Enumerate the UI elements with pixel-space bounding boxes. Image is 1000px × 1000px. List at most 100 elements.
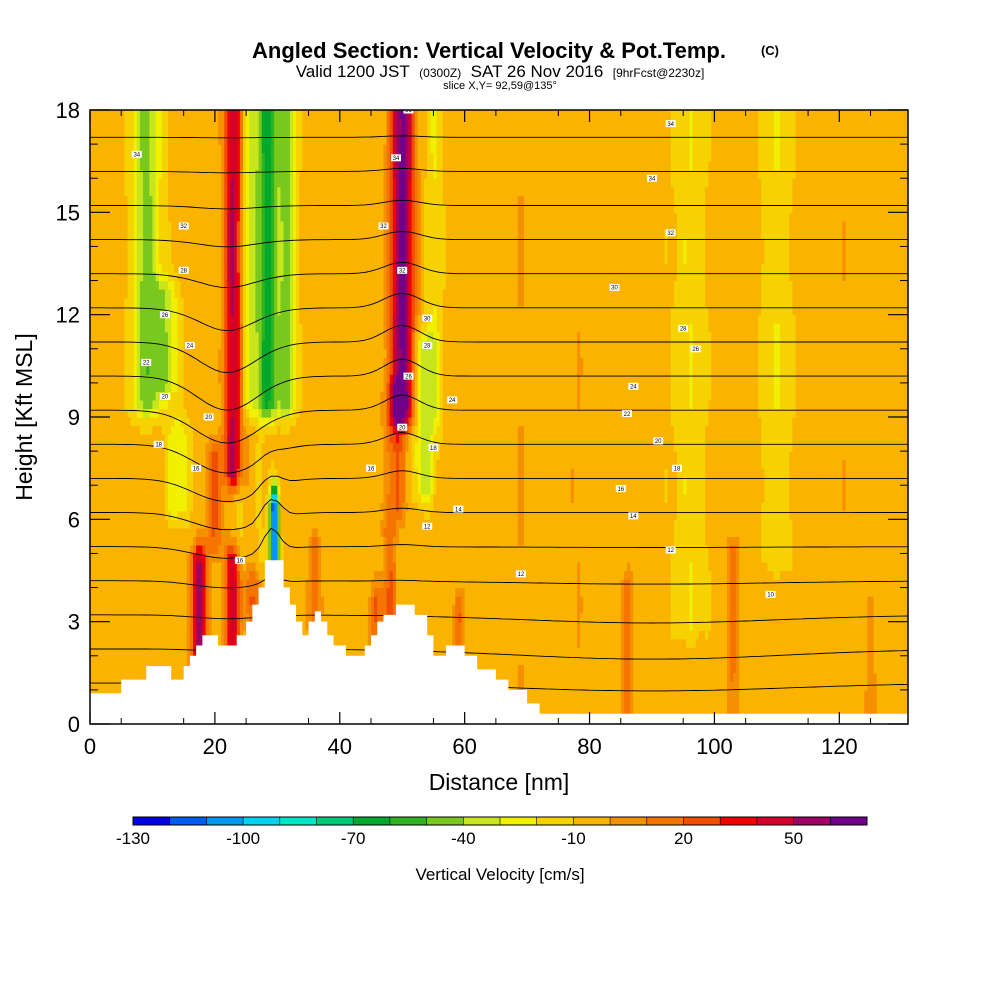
- velocity-cell: [205, 519, 210, 529]
- velocity-cell: [146, 306, 150, 316]
- velocity-cell: [124, 246, 129, 256]
- velocity-cell: [302, 127, 307, 137]
- velocity-cell: [193, 630, 197, 640]
- velocity-cell: [180, 519, 185, 529]
- velocity-cell: [96, 118, 100, 128]
- velocity-cell: [114, 570, 119, 580]
- velocity-cell: [249, 263, 253, 273]
- velocity-cell: [139, 476, 144, 486]
- velocity-cell: [105, 613, 110, 623]
- velocity-cell: [96, 604, 100, 614]
- velocity-cell: [133, 672, 138, 682]
- velocity-cell: [189, 561, 194, 572]
- velocity-cell: [155, 323, 160, 333]
- velocity-cell: [283, 110, 288, 120]
- velocity-cell: [202, 621, 207, 631]
- velocity-cell: [99, 544, 104, 555]
- velocity-cell: [239, 391, 244, 401]
- velocity-cell: [96, 579, 100, 589]
- velocity-cell: [96, 519, 100, 529]
- velocity-cell: [111, 314, 116, 324]
- velocity-cell: [249, 280, 253, 290]
- velocity-cell: [143, 613, 147, 623]
- velocity-cell: [267, 331, 272, 341]
- velocity-cell: [261, 579, 266, 589]
- velocity-cell: [277, 434, 282, 444]
- velocity-cell: [239, 596, 244, 606]
- velocity-cell: [221, 186, 225, 196]
- velocity-cell: [108, 152, 113, 162]
- velocity-cell: [127, 579, 132, 589]
- velocity-cell: [211, 621, 216, 631]
- velocity-cell: [189, 374, 194, 384]
- velocity-cell: [277, 169, 282, 179]
- velocity-cell: [155, 110, 160, 120]
- velocity-cell: [118, 297, 122, 307]
- velocity-cell: [171, 314, 175, 324]
- velocity-cell: [227, 544, 232, 555]
- velocity-cell: [146, 272, 150, 282]
- velocity-cell: [189, 451, 194, 461]
- velocity-cell: [108, 186, 113, 196]
- velocity-cell: [133, 664, 138, 674]
- velocity-cell: [202, 579, 207, 589]
- velocity-cell: [130, 280, 135, 290]
- velocity-cell: [221, 604, 225, 614]
- velocity-cell: [118, 613, 122, 623]
- velocity-cell: [211, 195, 216, 205]
- velocity-cell: [199, 306, 203, 316]
- velocity-cell: [246, 331, 250, 341]
- velocity-cell: [127, 178, 132, 188]
- velocity-cell: [252, 178, 257, 188]
- velocity-cell: [183, 178, 188, 188]
- velocity-cell: [105, 664, 110, 674]
- velocity-cell: [127, 246, 132, 256]
- velocity-cell: [227, 527, 232, 537]
- velocity-cell: [236, 468, 241, 478]
- velocity-cell: [255, 596, 260, 606]
- velocity-cell: [186, 178, 191, 188]
- velocity-cell: [186, 144, 191, 154]
- velocity-cell: [186, 280, 191, 290]
- velocity-cell: [202, 306, 207, 316]
- velocity-cell: [114, 417, 119, 427]
- velocity-cell: [90, 237, 94, 248]
- velocity-cell: [90, 161, 94, 171]
- velocity-cell: [208, 229, 213, 239]
- velocity-cell: [208, 272, 213, 282]
- velocity-cell: [130, 527, 135, 537]
- velocity-cell: [90, 527, 94, 537]
- velocity-cell: [239, 493, 244, 503]
- velocity-cell: [111, 169, 116, 179]
- velocity-cell: [143, 476, 147, 486]
- velocity-cell: [155, 621, 160, 631]
- velocity-cell: [118, 110, 122, 120]
- velocity-cell: [302, 212, 307, 222]
- velocity-cell: [121, 613, 125, 623]
- velocity-cell: [246, 118, 250, 128]
- velocity-cell: [302, 587, 307, 597]
- velocity-cell: [143, 144, 147, 154]
- velocity-cell: [246, 323, 250, 333]
- velocity-cell: [264, 399, 269, 410]
- velocity-cell: [93, 434, 97, 444]
- velocity-cell: [221, 596, 225, 606]
- velocity-cell: [152, 655, 157, 665]
- velocity-cell: [246, 237, 250, 248]
- velocity-cell: [202, 135, 207, 145]
- velocity-cell: [186, 638, 191, 648]
- velocity-cell: [277, 399, 282, 410]
- velocity-cell: [242, 237, 247, 248]
- velocity-cell: [102, 237, 107, 248]
- velocity-cell: [264, 374, 269, 384]
- velocity-cell: [211, 510, 216, 520]
- velocity-cell: [186, 374, 191, 384]
- velocity-cell: [139, 331, 144, 341]
- velocity-cell: [168, 536, 172, 546]
- velocity-cell: [305, 544, 310, 555]
- velocity-cell: [155, 229, 160, 239]
- velocity-cell: [283, 152, 288, 162]
- velocity-cell: [242, 144, 247, 154]
- velocity-cell: [130, 220, 135, 230]
- velocity-cell: [90, 510, 94, 520]
